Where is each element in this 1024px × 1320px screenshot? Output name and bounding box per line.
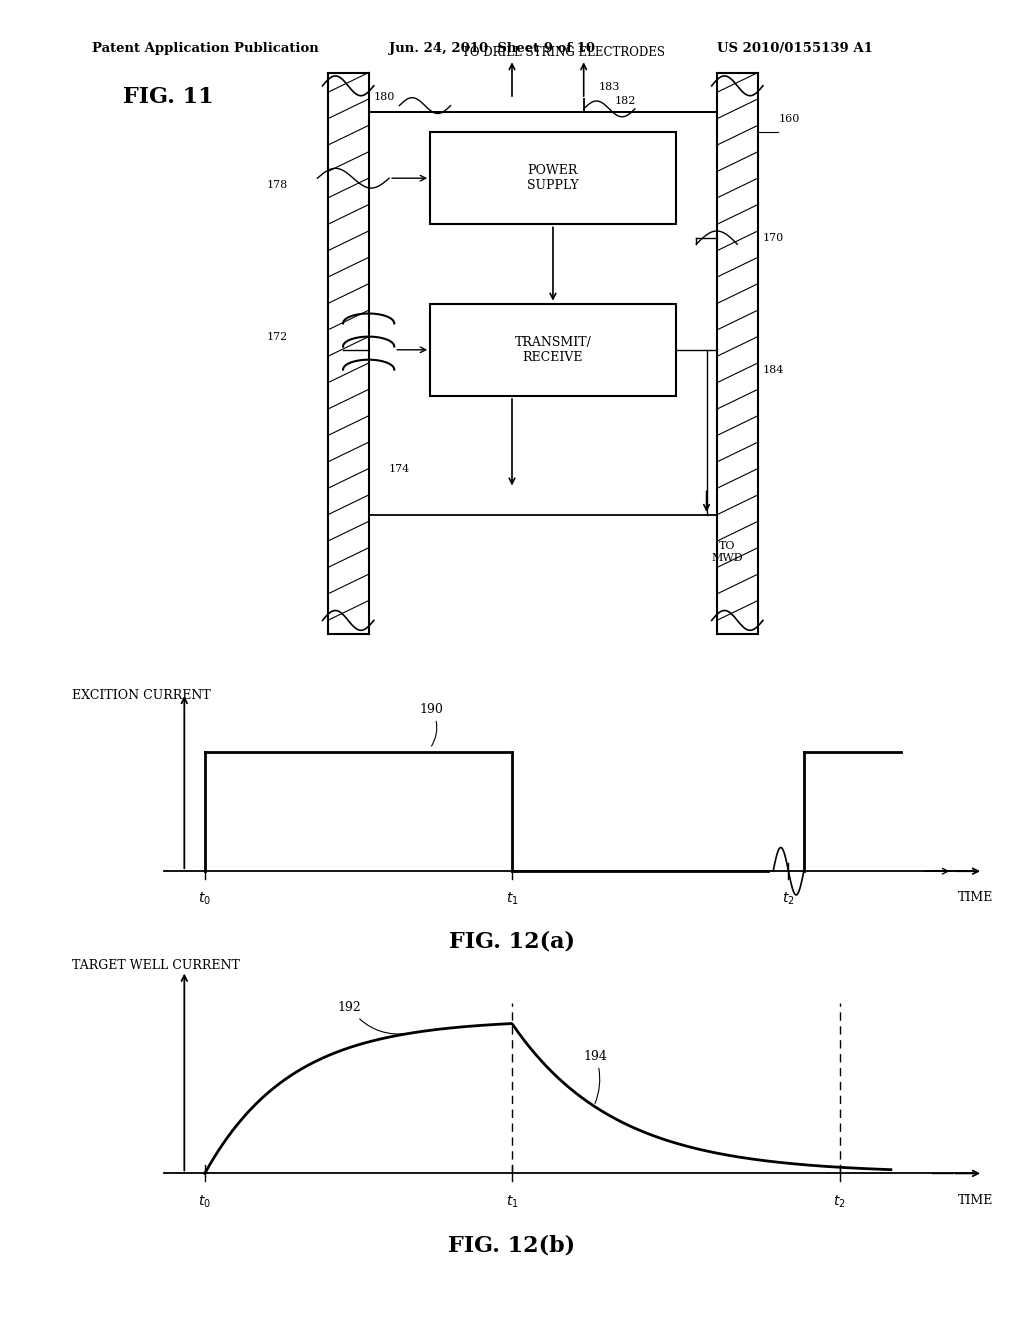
- Text: TIME: TIME: [957, 891, 993, 904]
- Text: $t_0$: $t_0$: [199, 891, 211, 907]
- Text: TIME: TIME: [957, 1193, 993, 1206]
- Bar: [430, 132, 676, 224]
- Text: TO DRILL STRING ELECTRODES: TO DRILL STRING ELECTRODES: [462, 46, 665, 59]
- Text: 182: 182: [614, 95, 636, 106]
- Text: TARGET WELL CURRENT: TARGET WELL CURRENT: [72, 958, 240, 972]
- Text: EXCITION CURRENT: EXCITION CURRENT: [72, 689, 210, 702]
- Text: 172: 172: [266, 331, 288, 342]
- Text: 192: 192: [338, 1001, 407, 1034]
- Text: FIG. 12(b): FIG. 12(b): [449, 1234, 575, 1257]
- Bar: [430, 304, 676, 396]
- Text: $t_1$: $t_1$: [506, 1193, 518, 1210]
- Text: US 2010/0155139 A1: US 2010/0155139 A1: [717, 42, 872, 55]
- Text: $t_2$: $t_2$: [782, 891, 795, 907]
- Text: FIG. 12(a): FIG. 12(a): [449, 931, 575, 953]
- Text: 184: 184: [763, 364, 784, 375]
- Polygon shape: [328, 73, 369, 634]
- Text: $t_0$: $t_0$: [199, 1193, 211, 1210]
- Text: 194: 194: [584, 1049, 607, 1104]
- Text: 174: 174: [389, 463, 411, 474]
- Text: Patent Application Publication: Patent Application Publication: [92, 42, 318, 55]
- Text: 183: 183: [599, 82, 621, 92]
- Text: 160: 160: [778, 114, 800, 124]
- Text: 180: 180: [374, 92, 395, 103]
- Text: FIG. 11: FIG. 11: [123, 86, 214, 108]
- Polygon shape: [717, 73, 758, 634]
- Text: Jun. 24, 2010  Sheet 9 of 10: Jun. 24, 2010 Sheet 9 of 10: [389, 42, 595, 55]
- Text: 170: 170: [763, 232, 784, 243]
- Text: $t_1$: $t_1$: [506, 891, 518, 907]
- Text: TO
MWD: TO MWD: [712, 541, 742, 562]
- Text: 190: 190: [420, 702, 443, 746]
- Text: $t_2$: $t_2$: [834, 1193, 846, 1210]
- Text: TRANSMIT/
RECEIVE: TRANSMIT/ RECEIVE: [514, 335, 592, 364]
- Text: POWER
SUPPLY: POWER SUPPLY: [527, 164, 579, 193]
- Text: 178: 178: [266, 180, 288, 190]
